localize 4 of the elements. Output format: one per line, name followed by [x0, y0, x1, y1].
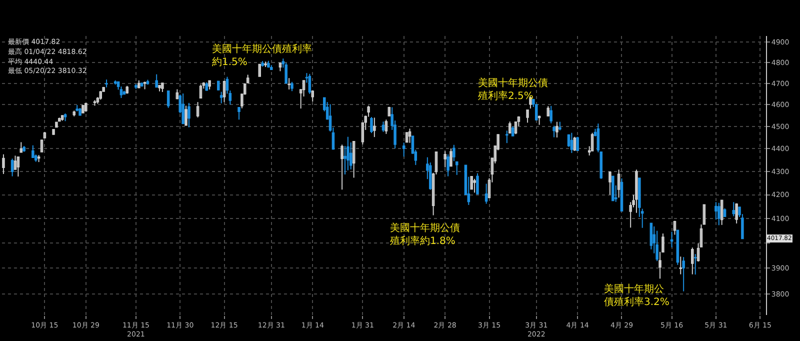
annotation: 美國十年期公債殖利率2.5%	[478, 77, 548, 102]
annotation: 美國十年期公債殖利率約1.5%	[212, 43, 312, 68]
annotation: 美國十年期公債殖利率約1.8%	[390, 222, 460, 247]
annotation: 美國十年期公債殖利率3.2%	[604, 283, 670, 308]
